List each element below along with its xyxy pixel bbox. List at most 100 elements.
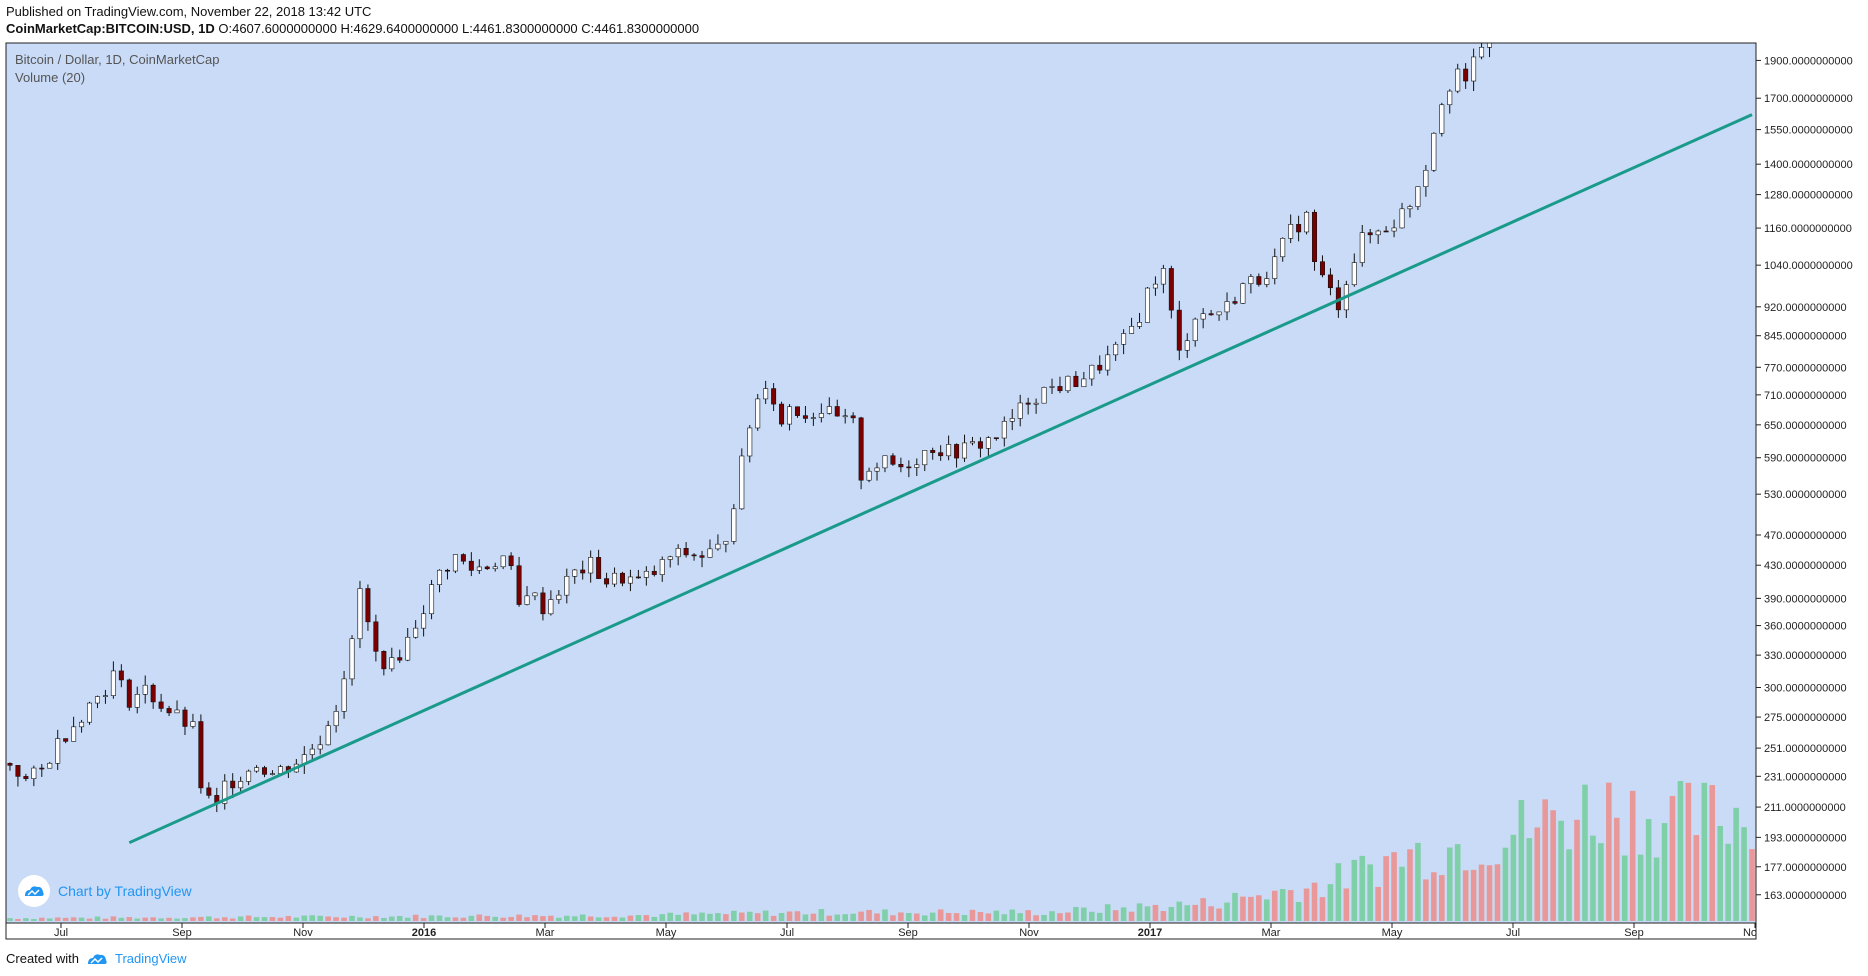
candle-body (954, 444, 960, 459)
candle-body (691, 554, 697, 557)
volume-bar (277, 917, 284, 921)
volume-bar (1725, 843, 1731, 921)
volume-bar (15, 919, 21, 921)
candle-body (1359, 232, 1365, 263)
volume-bar (1375, 886, 1381, 921)
y-tick-label: 1550.0000000000 (1764, 125, 1853, 137)
candle-body (779, 403, 785, 425)
chart-by-badge[interactable]: Chart by TradingView (18, 875, 192, 907)
volume-bar (890, 915, 896, 921)
volume-bar (635, 915, 642, 921)
candle-body (977, 441, 983, 449)
volume-bar (778, 912, 785, 921)
candle-body (1423, 169, 1429, 187)
volume-bar (333, 917, 339, 921)
candle-body (580, 569, 586, 574)
x-tick-label: May (656, 927, 677, 939)
candle-body (1065, 375, 1071, 392)
candle-body (222, 780, 228, 804)
candle-body (699, 555, 705, 558)
volume-bar (834, 914, 841, 921)
y-tick-label: 430.0000000000 (1764, 560, 1847, 572)
candle-body (1415, 186, 1421, 207)
volume-bar (794, 911, 801, 921)
plot-area[interactable] (6, 43, 1756, 923)
candle-body (325, 725, 331, 746)
candle-body (1319, 261, 1325, 276)
volume-bar (1359, 855, 1366, 921)
volume-bar (1693, 835, 1700, 921)
candle-body (317, 744, 323, 750)
volume-bar (1208, 906, 1214, 921)
volume-bar (1176, 901, 1183, 921)
candle-body (500, 555, 506, 568)
volume-bar (675, 914, 681, 921)
trendline[interactable] (128, 113, 1753, 845)
candle-body (818, 413, 824, 418)
volume-bar (293, 917, 300, 921)
volume-bar (452, 917, 459, 921)
y-tick-label: 845.0000000000 (1764, 331, 1847, 343)
y-tick-label: 1160.0000000000 (1764, 223, 1852, 235)
y-tick-label: 530.0000000000 (1764, 489, 1847, 501)
volume-bar (858, 911, 864, 921)
volume-bar (524, 917, 530, 921)
volume-bar (1446, 847, 1453, 921)
candle-body (802, 415, 808, 419)
candle-body (460, 554, 466, 562)
candle-body (747, 427, 753, 457)
candle-body (1455, 68, 1461, 92)
candle-body (1288, 224, 1294, 239)
volume-bar (921, 915, 928, 921)
volume-bar (1025, 910, 1031, 921)
chart-by-label[interactable]: Chart by TradingView (58, 883, 192, 899)
volume-bar (1041, 914, 1047, 921)
volume-bar (579, 914, 586, 921)
y-tick-label: 470.0000000000 (1764, 530, 1847, 542)
volume-bar (70, 917, 77, 921)
candle-body (31, 767, 37, 779)
volume-bar (1709, 785, 1716, 921)
volume-bar (1248, 896, 1254, 921)
candle-body (206, 787, 212, 796)
volume-bar (118, 917, 125, 921)
candle-body (1431, 132, 1437, 171)
volume-bar (1033, 915, 1039, 921)
candle-body (47, 762, 53, 769)
volume-bar (993, 910, 1000, 921)
x-tick-label: 2017 (1138, 927, 1162, 939)
volume-bar (643, 915, 650, 921)
volume-bar (802, 914, 809, 921)
candle-body (277, 766, 283, 774)
candle-body (1232, 301, 1238, 304)
volume-bar (174, 918, 180, 921)
volume-bar (1017, 913, 1023, 921)
volume-bar (914, 913, 920, 921)
y-axis: 1900.0000000000 1700.0000000000 1550.00000… (1756, 55, 1853, 902)
candle-body (444, 569, 450, 572)
y-tick-label: 590.0000000000 (1764, 453, 1847, 465)
candle-body (826, 406, 832, 414)
candle-body (564, 576, 570, 596)
candle-body (1121, 333, 1127, 345)
candle-body (842, 415, 848, 418)
candle-body (627, 576, 633, 584)
candle-body (1025, 402, 1031, 405)
candle-body (834, 406, 840, 417)
volume-bar (715, 913, 721, 921)
tradingview-link[interactable]: TradingView (114, 951, 187, 966)
volume-bar (1343, 888, 1350, 921)
candle-body (1264, 278, 1270, 285)
candle-body (1240, 283, 1246, 304)
volume-bar (1240, 896, 1246, 921)
candle-body (1001, 421, 1007, 439)
candle-body (946, 444, 952, 457)
candle-body (588, 557, 594, 574)
volume-bar (1049, 911, 1055, 921)
volume-bar (683, 912, 689, 921)
volume-bar (810, 913, 817, 921)
volume-bar (953, 913, 960, 921)
candle-body (150, 684, 156, 703)
volume-bar (587, 916, 594, 921)
